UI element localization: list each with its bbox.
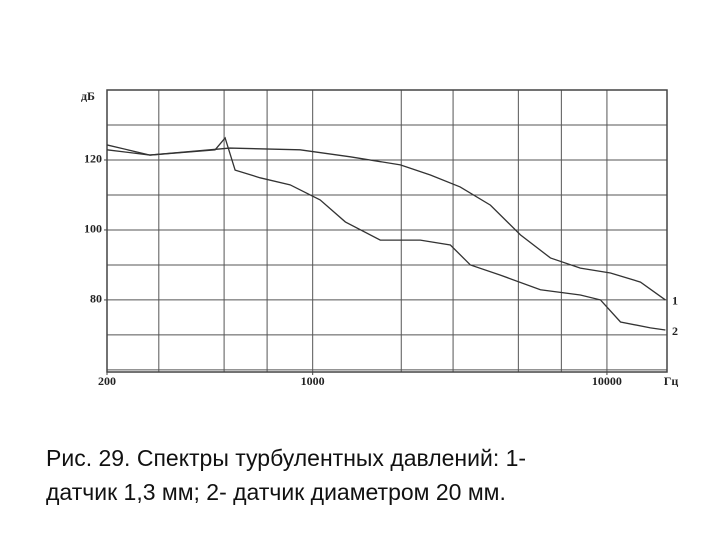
caption-line: Рис. 29. Спектры турбулентных давлений: … (46, 445, 526, 471)
y-tick-label: 120 (84, 152, 102, 166)
legend-label: 2 (672, 324, 678, 338)
caption-line: датчик 1,3 мм; 2- датчик диаметром 20 мм… (46, 479, 506, 505)
series-line (106, 136, 666, 331)
y-tick-label: 100 (84, 222, 102, 236)
x-tick-label: 10000 (592, 374, 622, 388)
legend-label: 1 (672, 294, 678, 308)
x-axis-label: Гц (664, 374, 679, 388)
plot-frame (106, 89, 668, 373)
y-tick-label: 80 (90, 292, 102, 306)
x-tick-label: 1000 (301, 374, 325, 388)
series-line (106, 144, 666, 301)
y-axis-label: дБ (81, 89, 95, 103)
x-tick-label: 200 (98, 374, 116, 388)
